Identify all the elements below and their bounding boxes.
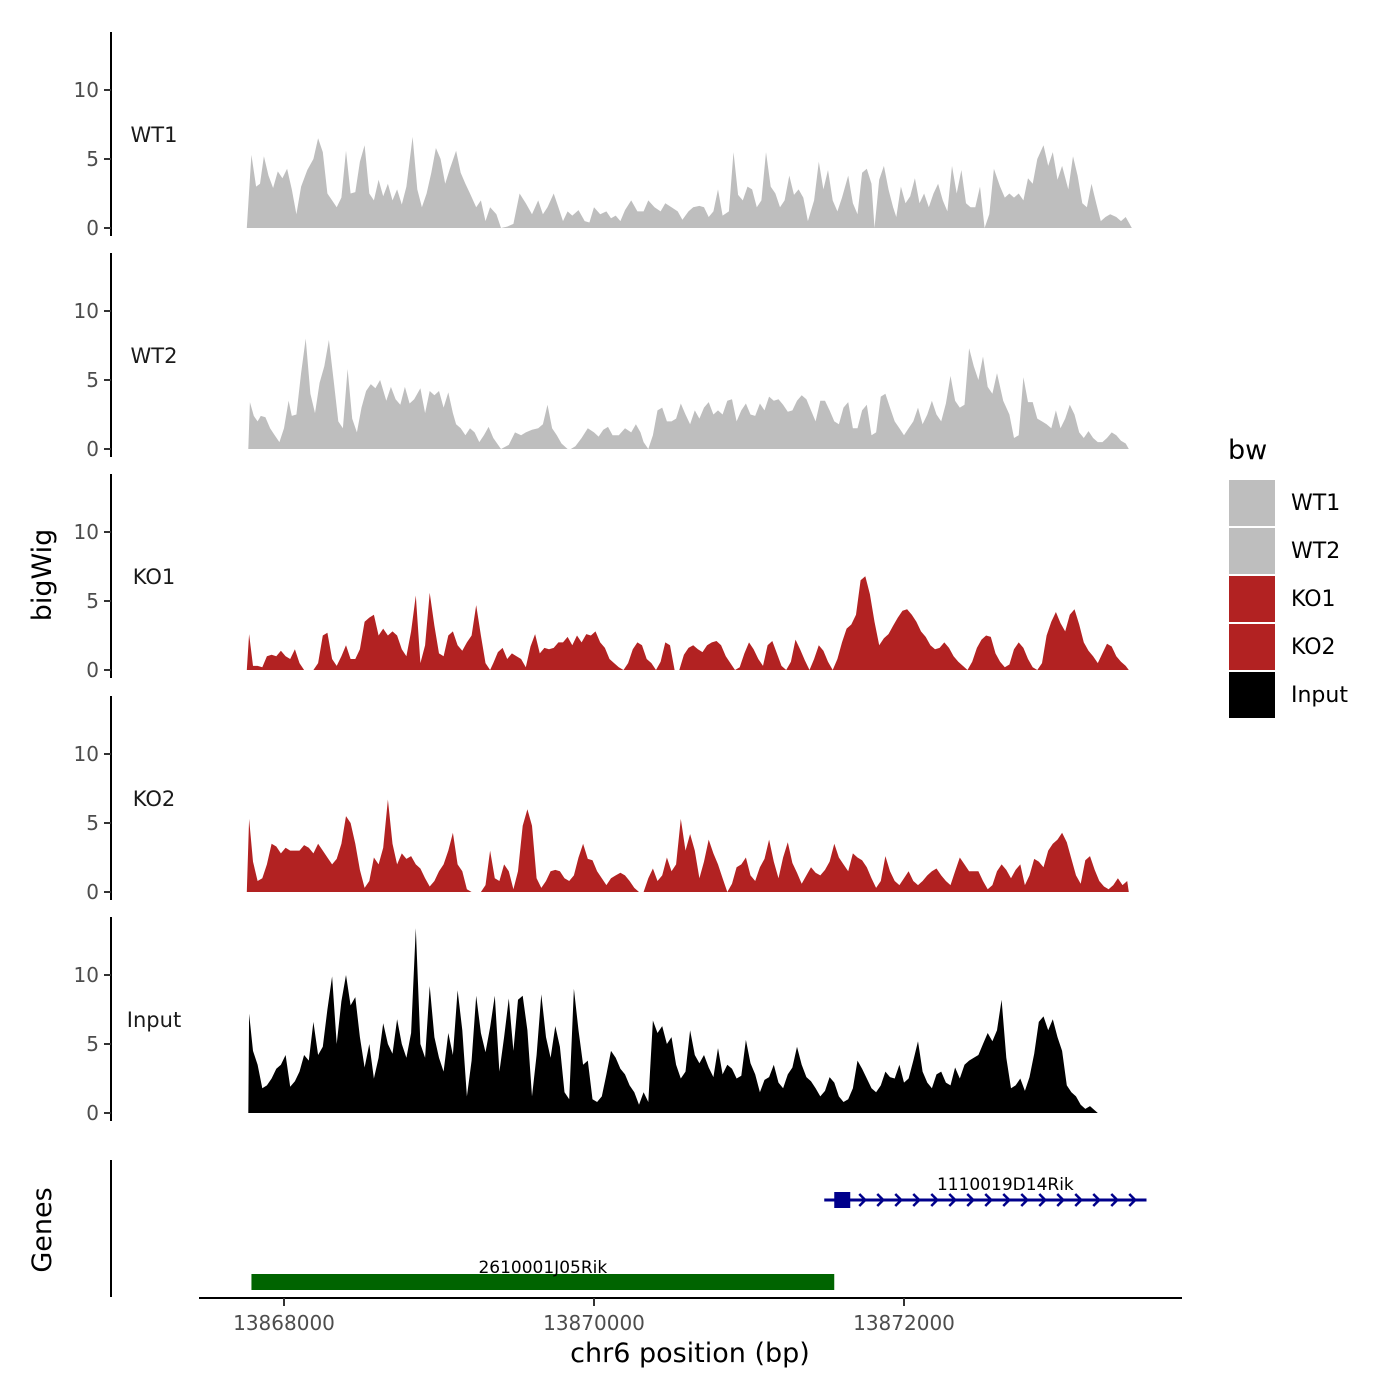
strand-arrow bbox=[858, 1193, 868, 1207]
area-wt1 bbox=[246, 136, 1132, 228]
y-tick-label: 5 bbox=[86, 368, 99, 392]
y-tick-label: 5 bbox=[86, 589, 99, 613]
strand-arrow bbox=[1002, 1193, 1012, 1207]
gene-exon-1110019d14rik bbox=[834, 1192, 851, 1208]
area-input bbox=[248, 928, 1098, 1113]
y-tick-label: 0 bbox=[86, 437, 99, 461]
legend-key-ko1 bbox=[1229, 576, 1275, 622]
legend-label-ko1: KO1 bbox=[1291, 587, 1336, 612]
legend-label-wt1: WT1 bbox=[1291, 491, 1340, 516]
legend-label-input: Input bbox=[1291, 683, 1348, 708]
track-label-ko1: KO1 bbox=[133, 565, 176, 589]
area-ko2 bbox=[246, 799, 1129, 892]
y-tick-label: 5 bbox=[86, 811, 99, 835]
legend-label-wt2: WT2 bbox=[1291, 539, 1340, 564]
strand-arrow bbox=[930, 1193, 940, 1207]
y-tick-label: 10 bbox=[74, 963, 99, 987]
track-wt1: 0 5 10 WT1 bbox=[74, 32, 1132, 240]
y-tick-label: 10 bbox=[74, 742, 99, 766]
strand-arrow bbox=[1038, 1193, 1048, 1207]
y-tick-label: 10 bbox=[74, 299, 99, 323]
area-wt2 bbox=[248, 338, 1129, 449]
strand-arrow bbox=[1020, 1193, 1030, 1207]
track-label-ko2: KO2 bbox=[133, 787, 176, 811]
x-tick-label: 13870000 bbox=[543, 1311, 645, 1335]
strand-arrow bbox=[912, 1193, 922, 1207]
strand-arrow bbox=[1056, 1193, 1066, 1207]
y-tick-label: 5 bbox=[86, 1032, 99, 1056]
legend: bw WT1 WT2 KO1 KO2 Input bbox=[1228, 435, 1348, 718]
strand-arrow bbox=[876, 1193, 886, 1207]
strand-arrow bbox=[894, 1193, 904, 1207]
tracks-layer: 0 5 10 WT1 0 5 10 WT2 0 5 10 KO1 0 5 10 KO2 0 5 10 Input bbox=[74, 32, 1132, 1125]
track-ko1: 0 5 10 KO1 bbox=[74, 474, 1129, 682]
y-tick-label: 10 bbox=[74, 78, 99, 102]
strand-arrow bbox=[984, 1193, 994, 1207]
genes-layer: 2610001J05Rik 1110019D14Rik bbox=[110, 1160, 1147, 1297]
y-tick-label: 0 bbox=[86, 216, 99, 240]
legend-label-ko2: KO2 bbox=[1291, 635, 1336, 660]
gene-label-1110019d14rik: 1110019D14Rik bbox=[937, 1175, 1074, 1195]
genes-axis-title: Genes bbox=[27, 1187, 58, 1272]
strand-arrow bbox=[1110, 1193, 1120, 1207]
y-axis-title: bigWig bbox=[27, 529, 58, 622]
track-label-wt2: WT2 bbox=[131, 344, 178, 368]
legend-key-wt2 bbox=[1229, 528, 1275, 574]
track-input: 0 5 10 Input bbox=[74, 917, 1098, 1125]
x-tick-label: 13872000 bbox=[853, 1311, 955, 1335]
gene-body-2610001j05rik bbox=[251, 1274, 835, 1290]
gene-2610001j05rik: 2610001J05Rik bbox=[251, 1258, 835, 1290]
strand-arrow bbox=[1128, 1193, 1138, 1207]
y-tick-label: 0 bbox=[86, 658, 99, 682]
track-ko2: 0 5 10 KO2 bbox=[74, 696, 1129, 904]
legend-key-ko2 bbox=[1229, 624, 1275, 670]
y-tick-label: 0 bbox=[86, 880, 99, 904]
strand-arrow bbox=[1074, 1193, 1084, 1207]
x-tick-label: 13868000 bbox=[233, 1311, 335, 1335]
legend-key-wt1 bbox=[1229, 480, 1275, 526]
y-tick-label: 10 bbox=[74, 520, 99, 544]
area-ko1 bbox=[246, 576, 1129, 670]
track-label-wt1: WT1 bbox=[131, 123, 178, 147]
x-axis-title: chr6 position (bp) bbox=[570, 1338, 810, 1369]
gene-1110019d14rik: 1110019D14Rik bbox=[824, 1175, 1147, 1208]
strand-arrow bbox=[1092, 1193, 1102, 1207]
x-axis: 13868000 13870000 13872000 bbox=[199, 1297, 1182, 1335]
track-wt2: 0 5 10 WT2 bbox=[74, 253, 1129, 461]
legend-key-input bbox=[1229, 672, 1275, 718]
gene-label-2610001j05rik: 2610001J05Rik bbox=[478, 1258, 607, 1278]
y-tick-label: 5 bbox=[86, 147, 99, 171]
strand-arrow bbox=[948, 1193, 958, 1207]
legend-title: bw bbox=[1228, 435, 1267, 466]
track-label-input: Input bbox=[127, 1008, 181, 1032]
strand-arrow bbox=[966, 1193, 976, 1207]
y-tick-label: 0 bbox=[86, 1101, 99, 1125]
